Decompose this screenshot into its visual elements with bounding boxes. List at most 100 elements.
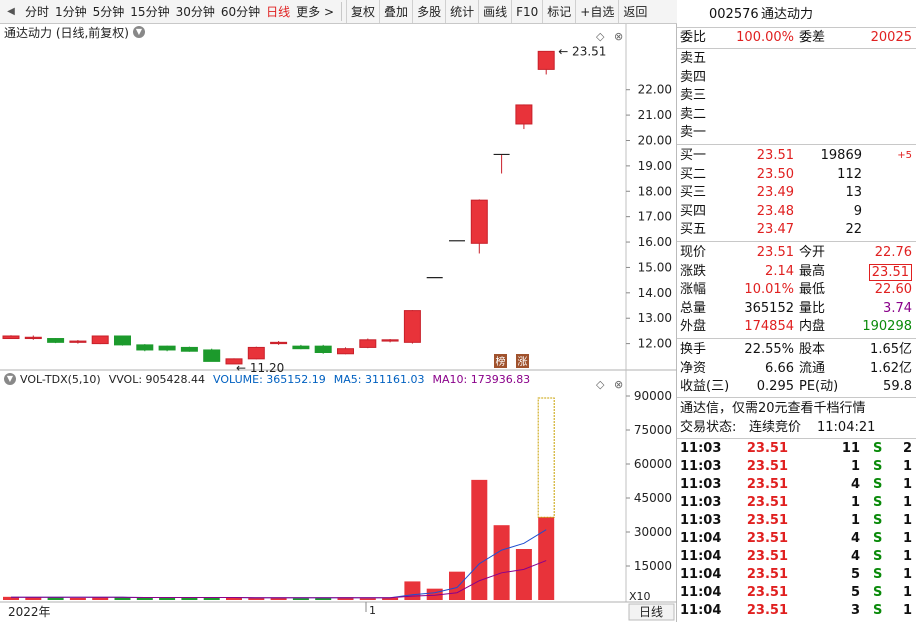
chart-area[interactable]: 22.00 21.00 20.00 19.00 18.00 17.00 16.00 15.00… [0, 24, 677, 622]
candle [359, 338, 377, 349]
fin-value: 59.8 [883, 379, 912, 394]
tick-side: S [873, 495, 883, 510]
bid-volume: 22 [845, 222, 862, 237]
tick-volume: 1 [850, 513, 860, 528]
y-tick-label: 19.00 [638, 159, 672, 173]
toolbar-button-6[interactable]: 标记 [542, 0, 575, 23]
stat-value: 174854 [744, 319, 794, 334]
period-tab-6[interactable]: 日线 [266, 5, 291, 19]
tick-row: 11:03 23.51 11 S 2 [677, 440, 916, 458]
volume-indicator-name[interactable]: VOL-TDX(5,10) [20, 372, 101, 386]
period-tab-5[interactable]: 60分钟 [220, 5, 261, 19]
bid-row-2: 买三 23.49 13 [677, 184, 916, 202]
bid-price: 23.48 [756, 203, 794, 219]
ask-row-3: 卖二 [677, 106, 916, 124]
stat-label: 现价 [680, 245, 707, 260]
bid-price: 23.49 [756, 185, 794, 200]
rank-badge: 榜 [494, 354, 507, 368]
stat-label: 涨幅 [680, 282, 707, 297]
bid-price: 23.51 [756, 148, 794, 163]
stat-row-3: 总量 365152 量比 3.74 [677, 300, 916, 318]
y-tick-label: 18.00 [638, 184, 672, 198]
promo-link[interactable]: 通达信，仅需20元查看千档行情 [680, 401, 866, 416]
tick-count: 2 [902, 441, 912, 456]
status-value: 连续竞价 [749, 420, 802, 435]
stat-row-2: 涨幅 10.01% 最低 22.60 [677, 281, 916, 299]
period-button [628, 603, 675, 621]
toolbar-button-8[interactable]: 返回 [618, 0, 651, 23]
volume-value: VOLUME: 365152.19 [213, 372, 326, 386]
diamond-icon: ◇ [596, 30, 605, 43]
vol-tick-label: 15000 [634, 559, 672, 573]
tick-side: S [873, 513, 883, 528]
candle [136, 344, 154, 352]
period-tab-7[interactable]: 更多 > [296, 5, 335, 19]
order-ratio-row: 委比 100.00% 委差 20025 [677, 29, 916, 47]
toolbar-button-4[interactable]: 画线 [478, 0, 511, 23]
tick-price: 23.51 [746, 531, 788, 546]
chevron-down-icon[interactable]: ▼ [4, 373, 16, 385]
period-tab-0[interactable]: 分时 [25, 5, 50, 19]
vol-tick-label: 90000 [634, 389, 672, 403]
period-tab-2[interactable]: 5分钟 [92, 5, 125, 19]
stat-value: 23.51 [868, 263, 912, 281]
vol-tick-label: 45000 [634, 491, 672, 505]
volume-bar [337, 597, 354, 600]
stock-code: 002576 [709, 7, 759, 22]
candle [158, 345, 176, 352]
tick-row: 11:03 23.51 1 S 1 [677, 494, 916, 512]
toolbar-button-0[interactable]: 复权 [346, 0, 379, 23]
candle [2, 335, 20, 340]
ma10-value: MA10: 173936.83 [432, 372, 531, 386]
weicha-value: 20025 [870, 30, 912, 45]
period-tab-1[interactable]: 1分钟 [55, 5, 87, 19]
tick-time: 11:04 [680, 567, 722, 582]
tick-row: 11:03 23.51 1 S 1 [677, 458, 916, 476]
toolbar-buttons: 复权 叠加 多股 统计 画线 F10 标记 +自选 返回 [346, 0, 651, 23]
weicha-label: 委差 [799, 30, 826, 45]
toolbar-button-7[interactable]: +自选 [575, 0, 618, 23]
bid-volume: 13 [845, 185, 862, 200]
toolbar-divider [341, 2, 343, 21]
price-panel-title: 通达动力 (日线,前复权) [4, 25, 129, 40]
tick-side: S [873, 603, 883, 618]
bid-row-1: 买二 23.50 112 [677, 166, 916, 184]
kline-chart[interactable]: 22.00 21.00 20.00 19.00 18.00 17.00 16.00 15.00… [0, 24, 677, 622]
tick-price: 23.51 [746, 441, 788, 456]
quote-panel: 002576 通达动力 委比 100.00% 委差 20025 卖五 卖四 卖三 卖二 卖一 买一 23… [677, 0, 916, 622]
tick-side: S [873, 459, 883, 474]
period-tab-4[interactable]: 30分钟 [175, 5, 215, 19]
stat-label: 量比 [799, 300, 826, 316]
toolbar-button-5[interactable]: F10 [511, 0, 542, 23]
tick-count: 1 [902, 549, 912, 564]
candle [247, 346, 265, 360]
diamond-icon: ◇ [596, 378, 605, 391]
tick-count: 1 [902, 531, 912, 546]
period-tab-3[interactable]: 15分钟 [130, 5, 170, 19]
stat-value: 2.14 [765, 263, 794, 279]
stat-label: 总量 [680, 300, 707, 316]
candle [292, 344, 310, 350]
volume-bar [69, 597, 86, 600]
divider [677, 397, 916, 398]
bid-row-4: 买五 23.47 22 [677, 221, 916, 239]
chevron-down-icon[interactable]: ▼ [133, 26, 145, 38]
toolbar-button-3[interactable]: 统计 [445, 0, 478, 23]
tick-volume: 4 [850, 531, 860, 546]
tick-time: 11:03 [680, 495, 722, 510]
stat-value: 10.01% [744, 282, 794, 297]
bid-label: 买四 [680, 203, 707, 219]
tick-side: S [873, 531, 883, 546]
period-label: 日线 [639, 605, 663, 619]
divider [677, 338, 916, 339]
toolbar-button-2[interactable]: 多股 [412, 0, 445, 23]
tick-side: S [873, 585, 883, 600]
ask-label: 卖四 [680, 69, 707, 85]
promo-row: 通达信，仅需20元查看千档行情 [677, 400, 916, 418]
stat-value: 190298 [862, 319, 912, 334]
tick-volume: 3 [850, 603, 860, 618]
fin-value: 1.65亿 [870, 342, 912, 357]
collapse-left-icon[interactable]: ◀ [7, 6, 15, 17]
toolbar-button-1[interactable]: 叠加 [379, 0, 412, 23]
close-panel-icon: ⊗ [614, 378, 623, 391]
